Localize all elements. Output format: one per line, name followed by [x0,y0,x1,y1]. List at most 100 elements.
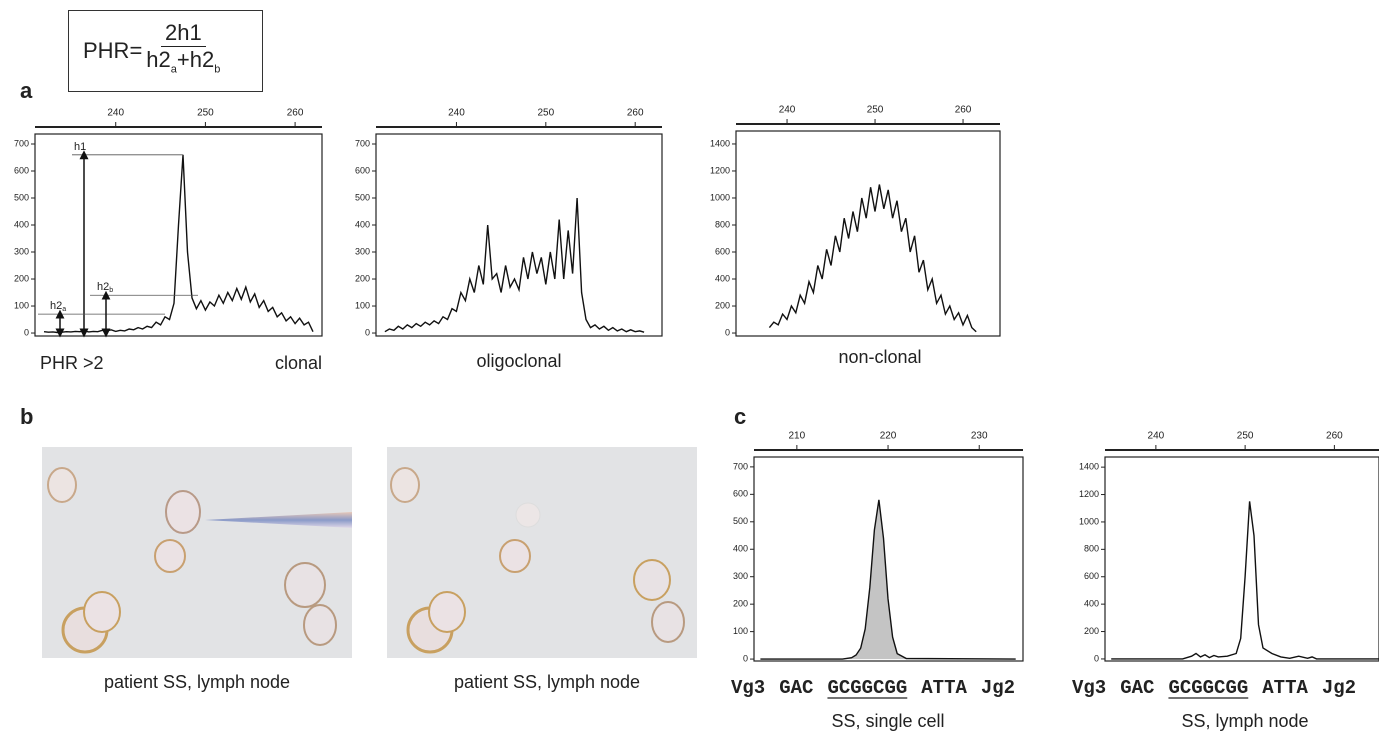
plot-frame [735,130,1001,337]
caption: SS, lymph node [1181,711,1308,731]
photo-caption: patient SS, lymph node [454,672,640,692]
numerator: 2h1 [160,20,206,47]
y-tick-label: 800 [715,219,730,229]
x-tick-label: 240 [107,108,124,119]
annotation-text: h2 [50,300,62,312]
micrograph [42,447,352,658]
micrograph [387,447,697,658]
y-tick-label: 400 [355,219,370,229]
x-tick-label: 250 [867,105,884,116]
y-tick-label: 0 [1094,653,1099,663]
y-tick-label: 1400 [710,138,730,148]
x-tick-label: 240 [1148,431,1165,442]
denominator: h2a+h2b [146,47,220,82]
term: h2 [146,46,171,72]
y-tick-label: 400 [1084,599,1099,609]
y-tick-label: 0 [24,327,29,337]
line [43,154,314,334]
sequence-token: Vg3 [731,677,765,699]
annotation: h1 [74,141,86,153]
sequence-token: GCGGCGG [1168,677,1248,699]
x-tick-label: 260 [1326,431,1343,442]
y-tick-label: 700 [355,138,370,148]
y-tick-label: 600 [355,165,370,175]
caption: non-clonal [838,347,921,367]
x-tick-label: 220 [880,431,897,442]
photo-caption: patient SS, lymph node [104,672,290,692]
y-tick-label: 400 [733,544,748,554]
panel-label: a [20,78,33,103]
y-tick-label: 700 [14,138,29,148]
annotation: h2b [97,281,113,294]
x-tick-label: 260 [287,108,304,119]
annotation-text: h2 [97,281,109,293]
panel-label: c [734,404,746,429]
y-tick-label: 200 [715,300,730,310]
y-tick-label: 100 [355,300,370,310]
formula-lhs: PHR= [83,38,143,63]
y-tick-label: 300 [14,246,29,256]
y-tick-label: 300 [733,571,748,581]
y-tick-label: 600 [715,246,730,256]
line [384,197,645,333]
y-tick-label: 200 [355,273,370,283]
subscript: b [214,63,221,76]
y-tick-label: 800 [1084,544,1099,554]
y-tick-label: 1200 [1079,489,1099,499]
x-tick-label: 240 [779,105,796,116]
y-tick-label: 0 [743,653,748,663]
note: PHR >2 [40,353,104,373]
plot-frame [1104,456,1379,662]
sequence-token: Vg3 [1072,677,1106,699]
fraction: 2h1 h2a+h2b [146,20,220,82]
x-tick-label: 260 [955,105,972,116]
annotation-sub: b [109,287,113,294]
sequence-token: GAC [1120,677,1154,699]
area [760,499,1016,660]
y-tick-label: 500 [14,192,29,202]
line [760,499,1016,660]
plot-frame [375,133,663,337]
annotation: h2a [50,300,66,313]
y-tick-label: 200 [14,273,29,283]
annotation-text: h1 [74,141,86,153]
y-tick-label: 1000 [1079,516,1099,526]
sequence-token: ATTA [1262,677,1308,699]
formula: PHR= 2h1 h2a+h2b [68,10,263,92]
y-tick-label: 1000 [710,192,730,202]
y-tick-label: 200 [733,599,748,609]
line [768,184,977,333]
line [1111,501,1379,660]
caption: SS, single cell [831,711,944,731]
term: +h2 [176,46,215,72]
y-tick-label: 400 [715,273,730,283]
sequence-token: GAC [779,677,813,699]
sequence-token: Jg2 [981,677,1015,699]
annotation-sub: a [62,306,66,313]
y-tick-label: 1200 [710,165,730,175]
x-tick-label: 230 [971,431,988,442]
y-tick-label: 500 [733,516,748,526]
y-tick-label: 600 [14,165,29,175]
sequence-token: GCGGCGG [827,677,907,699]
subscript: a [170,63,177,76]
y-tick-label: 500 [355,192,370,202]
caption: clonal [275,353,322,373]
x-tick-label: 250 [1237,431,1254,442]
y-tick-label: 600 [733,489,748,499]
panel-label: b [20,404,33,429]
y-tick-label: 0 [725,327,730,337]
x-tick-label: 260 [627,108,644,119]
y-tick-label: 300 [355,246,370,256]
caption: oligoclonal [476,351,561,371]
y-tick-label: 600 [1084,571,1099,581]
plot-frame [34,133,323,337]
y-tick-label: 100 [14,300,29,310]
y-tick-label: 0 [365,327,370,337]
sequence-token: Jg2 [1322,677,1356,699]
x-tick-label: 240 [448,108,465,119]
sequence-token: ATTA [921,677,967,699]
y-tick-label: 200 [1084,626,1099,636]
